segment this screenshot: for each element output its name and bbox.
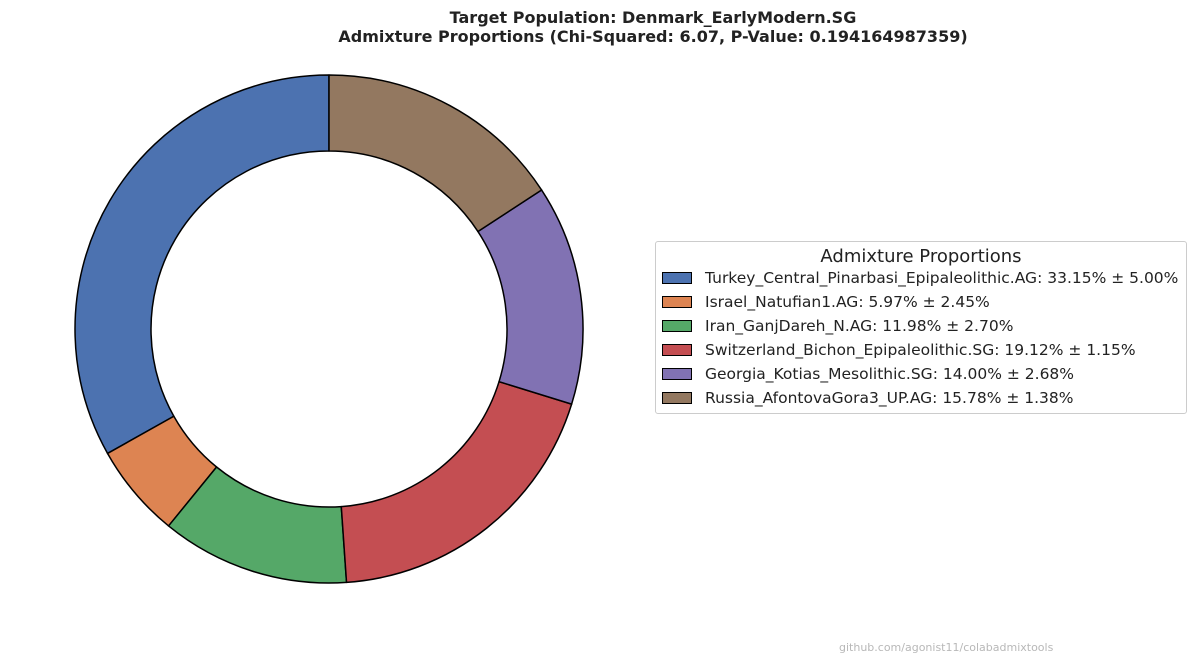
legend-item-2: Iran_GanjDareh_N.AG: 11.98% ± 2.70% — [656, 316, 1186, 340]
legend: Admixture Proportions Turkey_Central_Pin… — [655, 241, 1187, 414]
legend-label-2: Iran_GanjDareh_N.AG: 11.98% ± 2.70% — [705, 317, 1014, 335]
legend-item-5: Russia_AfontovaGora3_UP.AG: 15.78% ± 1.3… — [656, 388, 1186, 412]
donut-slice-0 — [74, 74, 330, 455]
chart-title-line1: Target Population: Denmark_EarlyModern.S… — [449, 8, 857, 27]
legend-swatch-4 — [662, 368, 692, 380]
chart-title: Target Population: Denmark_EarlyModern.S… — [0, 8, 1200, 46]
legend-swatch-5 — [662, 392, 692, 404]
legend-swatch-3 — [662, 344, 692, 356]
legend-item-1: Israel_Natufian1.AG: 5.97% ± 2.45% — [656, 292, 1186, 316]
legend-label-3: Switzerland_Bichon_Epipaleolithic.SG: 19… — [705, 341, 1136, 359]
legend-label-0: Turkey_Central_Pinarbasi_Epipaleolithic.… — [705, 269, 1179, 287]
legend-rows: Turkey_Central_Pinarbasi_Epipaleolithic.… — [656, 268, 1186, 412]
legend-item-4: Georgia_Kotias_Mesolithic.SG: 14.00% ± 2… — [656, 364, 1186, 388]
legend-title: Admixture Proportions — [820, 246, 1022, 267]
legend-label-1: Israel_Natufian1.AG: 5.97% ± 2.45% — [705, 293, 990, 311]
legend-item-3: Switzerland_Bichon_Epipaleolithic.SG: 19… — [656, 340, 1186, 364]
donut-slice-5 — [328, 74, 543, 233]
legend-label-5: Russia_AfontovaGora3_UP.AG: 15.78% ± 1.3… — [705, 389, 1074, 407]
legend-swatch-2 — [662, 320, 692, 332]
legend-swatch-0 — [662, 272, 692, 284]
legend-swatch-1 — [662, 296, 692, 308]
chart-title-line2: Admixture Proportions (Chi-Squared: 6.07… — [338, 27, 968, 46]
legend-item-0: Turkey_Central_Pinarbasi_Epipaleolithic.… — [656, 268, 1186, 292]
footer-watermark: github.com/agonist11/colabadmixtools — [839, 641, 1054, 654]
donut-slice-3 — [340, 380, 573, 584]
legend-label-4: Georgia_Kotias_Mesolithic.SG: 14.00% ± 2… — [705, 365, 1075, 383]
